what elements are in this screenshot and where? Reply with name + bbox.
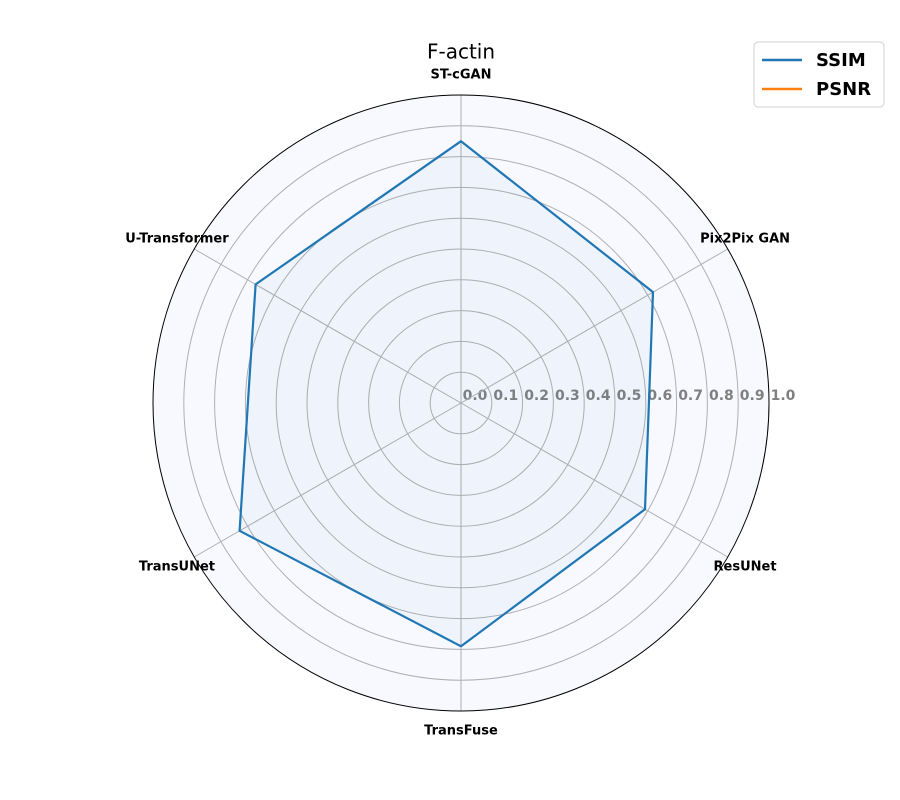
r-tick-label: 0.8: [709, 388, 734, 404]
r-tick-label: 0.7: [678, 388, 703, 404]
legend: SSIM PSNR: [753, 41, 885, 108]
chart-title: F-actin: [427, 40, 495, 64]
category-label: ST-cGAN: [430, 68, 491, 83]
r-tick-label: 0.4: [586, 388, 611, 404]
legend-box: [753, 41, 885, 108]
r-tick-label: 0.2: [524, 388, 549, 404]
r-tick-label: 0.0: [463, 388, 488, 404]
category-label: TransFuse: [424, 724, 498, 739]
spoke: [460, 402, 728, 558]
r-tick-label: 0.3: [555, 388, 580, 404]
r-tick-label: 0.1: [493, 388, 518, 404]
category-label: ResUNet: [714, 560, 777, 575]
r-tick-label: 0.6: [647, 388, 672, 404]
legend-label: PSNR: [816, 79, 871, 100]
series-line: [238, 140, 655, 648]
r-tick-label: 0.9: [740, 388, 765, 404]
category-label: Pix2Pix GAN: [700, 232, 790, 247]
spoke: [460, 248, 728, 404]
spoke: [194, 248, 462, 404]
r-tick-label: 0.5: [617, 388, 642, 404]
category-label: U-Transformer: [125, 232, 229, 247]
legend-label: SSIM: [816, 50, 866, 71]
plot-border: [152, 94, 770, 712]
r-tick-label: 1.0: [771, 388, 796, 404]
category-label: TransUNet: [139, 560, 215, 575]
